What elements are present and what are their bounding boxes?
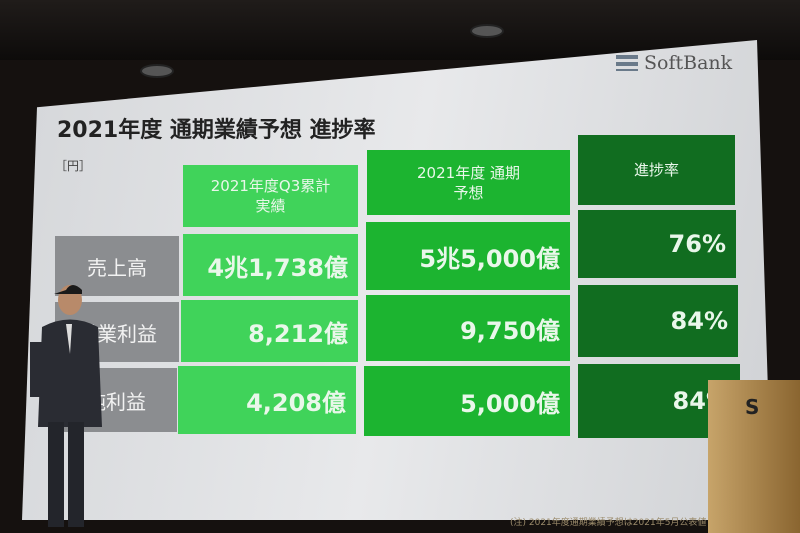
podium-logo: S — [745, 395, 760, 419]
logo-bars-icon — [616, 55, 638, 71]
ceiling-light — [470, 24, 504, 38]
speaker-figure — [30, 285, 102, 527]
actual-value: 4兆1,738億 — [183, 234, 358, 296]
footnote: (注) 2021年度通期業績予想は2021年5月公表値 — [510, 518, 707, 528]
forecast-value: 5兆5,000億 — [366, 222, 570, 290]
ceiling-light — [140, 64, 174, 78]
forecast-value: 9,750億 — [366, 295, 570, 361]
unit-label: ［円］ — [55, 159, 92, 173]
podium — [708, 380, 800, 533]
actual-value: 4,208億 — [178, 366, 356, 434]
header-actual: 2021年度Q3累計 実績 — [183, 165, 358, 227]
progress-value: 84% — [578, 285, 738, 357]
actual-value: 8,212億 — [181, 300, 358, 362]
progress-value: 76% — [578, 210, 736, 278]
softbank-logo: SoftBank — [616, 52, 732, 74]
forecast-value: 5,000億 — [364, 366, 570, 436]
header-progress: 進捗率 — [578, 135, 735, 205]
header-forecast: 2021年度 通期 予想 — [367, 150, 570, 215]
logo-text: SoftBank — [644, 52, 733, 74]
slide-title: 2021年度 通期業績予想 進捗率 — [57, 118, 376, 143]
